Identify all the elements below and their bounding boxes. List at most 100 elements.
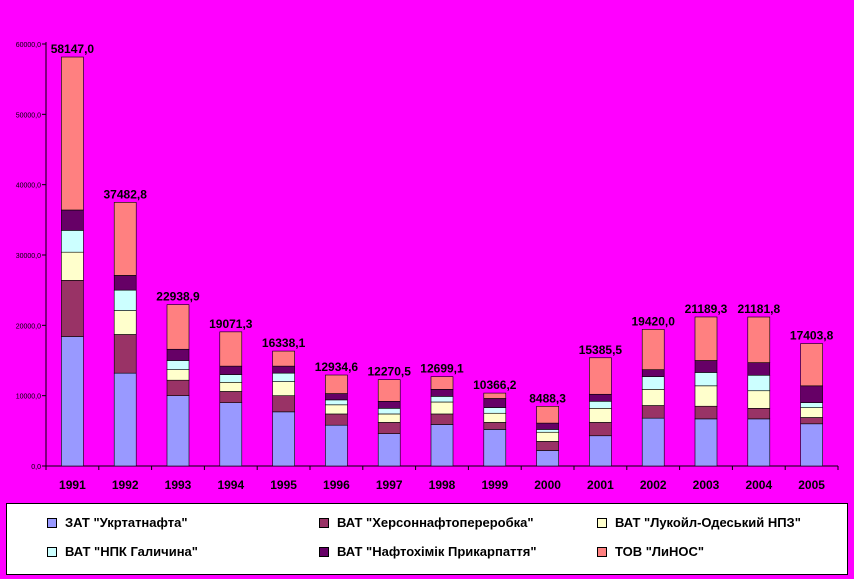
bar-segment-2 [219, 391, 243, 403]
total-data-label: 8488,3 [529, 391, 566, 405]
x-tick-label: 1995 [270, 478, 297, 492]
bar-segment-6 [166, 304, 190, 350]
y-tick-label: 20000,0 [16, 323, 41, 330]
bar-segment-4 [61, 230, 84, 253]
bar-segment-2 [272, 395, 295, 413]
bar-segment-5 [483, 398, 507, 408]
legend-item: ВАТ "НПК Галичина" [47, 544, 198, 559]
bar-segment-3 [377, 413, 401, 423]
bar-segment-4 [641, 376, 665, 390]
bar-segment-6 [325, 374, 348, 394]
bar-segment-5 [800, 385, 823, 404]
legend-swatch [47, 546, 57, 557]
legend-label: ЗАТ "Укртатнафта" [65, 515, 188, 530]
bar-segment-2 [589, 422, 612, 437]
bar-segment-6 [377, 379, 401, 402]
bar-segment-1 [377, 433, 401, 467]
bar-segment-3 [536, 431, 559, 442]
bar-segment-6 [61, 56, 84, 211]
total-data-label: 10366,2 [473, 378, 517, 392]
bar-segment-6 [694, 316, 718, 361]
bar-segment-2 [325, 413, 348, 426]
y-tick-label: 0,0 [31, 464, 41, 471]
bar-segment-2 [430, 413, 454, 425]
bar-segment-6 [219, 331, 243, 367]
legend-swatch [319, 517, 329, 528]
bar-segment-2 [166, 379, 190, 396]
x-tick-label: 1991 [59, 478, 86, 492]
total-data-label: 17403,8 [790, 329, 834, 343]
bar-segment-5 [536, 422, 559, 430]
bar-segment-1 [325, 424, 348, 467]
bar-segment-6 [113, 202, 137, 276]
bar-segment-2 [747, 408, 771, 420]
total-data-label: 16338,1 [262, 336, 306, 350]
bar-segment-6 [536, 406, 559, 424]
bar-segment-1 [589, 435, 612, 467]
bar-segment-3 [483, 412, 507, 423]
total-data-label: 21181,8 [737, 302, 780, 316]
bar-segment-5 [219, 365, 243, 375]
x-tick-label: 1999 [481, 478, 508, 492]
bar-segment-6 [800, 343, 823, 387]
bar-segment-4 [377, 408, 401, 415]
x-tick-label: 1993 [165, 478, 192, 492]
bar-segment-3 [589, 408, 612, 423]
bar-segment-6 [641, 329, 665, 370]
bar-segment-1 [747, 418, 771, 467]
bar-segment-3 [113, 310, 137, 335]
bar-segment-2 [61, 280, 84, 337]
bar-segment-3 [430, 401, 454, 415]
total-data-label: 19071,3 [209, 317, 253, 331]
bar-segment-3 [800, 407, 823, 418]
x-tick-label: 1992 [112, 478, 139, 492]
total-data-label: 19420,0 [632, 314, 676, 328]
bar-segment-3 [61, 251, 84, 281]
total-data-label: 15385,5 [579, 343, 623, 357]
total-data-label: 37482,8 [104, 187, 148, 201]
bar-segment-1 [483, 429, 507, 467]
bar-segment-4 [694, 372, 718, 387]
bar-segment-1 [166, 395, 190, 467]
bar-segment-5 [747, 362, 771, 376]
legend-label: ВАТ "Херсоннафтопереробка" [337, 515, 534, 530]
bar-segment-4 [536, 429, 559, 433]
total-data-label: 12934,6 [315, 360, 359, 374]
bar-segment-3 [325, 404, 348, 415]
bar-segment-5 [430, 389, 454, 397]
y-tick-label: 30000,0 [16, 253, 41, 260]
legend-swatch [597, 517, 607, 528]
bar-segment-5 [325, 393, 348, 401]
x-tick-label: 2004 [745, 478, 772, 492]
bar-segment-1 [430, 424, 454, 467]
bar-segment-6 [589, 357, 612, 395]
x-tick-label: 1994 [217, 478, 244, 492]
bar-segment-2 [641, 405, 665, 419]
bar-segment-6 [483, 392, 507, 399]
bar-segment-6 [430, 376, 454, 390]
bar-segment-1 [61, 336, 84, 467]
bar-segment-1 [800, 423, 823, 467]
bar-segment-2 [483, 422, 507, 430]
x-tick-label: 2003 [693, 478, 720, 492]
bar-segment-3 [166, 369, 190, 381]
y-tick-label: 10000,0 [16, 394, 41, 401]
bar-segment-4 [113, 289, 137, 311]
bar-segment-3 [219, 382, 243, 392]
bar-segment-3 [641, 389, 665, 406]
legend-item: ВАТ "Лукойл-Одеський НПЗ" [597, 515, 801, 530]
legend: ЗАТ "Укртатнафта" ВАТ "Херсоннафтоперероб… [6, 503, 848, 575]
x-tick-label: 2005 [798, 478, 825, 492]
bar-segment-1 [113, 372, 137, 467]
legend-item: ВАТ "Нафтохімік Прикарпаття" [319, 544, 537, 559]
legend-item: ТОВ "ЛиНОС" [597, 544, 704, 559]
x-tick-label: 2001 [587, 478, 614, 492]
legend-label: ВАТ "Нафтохімік Прикарпаття" [337, 544, 537, 559]
y-tick-label: 40000,0 [16, 183, 41, 190]
legend-item: ЗАТ "Укртатнафта" [47, 515, 187, 530]
bar-segment-4 [166, 360, 190, 370]
bar-segment-2 [377, 422, 401, 434]
bar-segment-5 [641, 369, 665, 377]
bar-segment-4 [483, 407, 507, 414]
